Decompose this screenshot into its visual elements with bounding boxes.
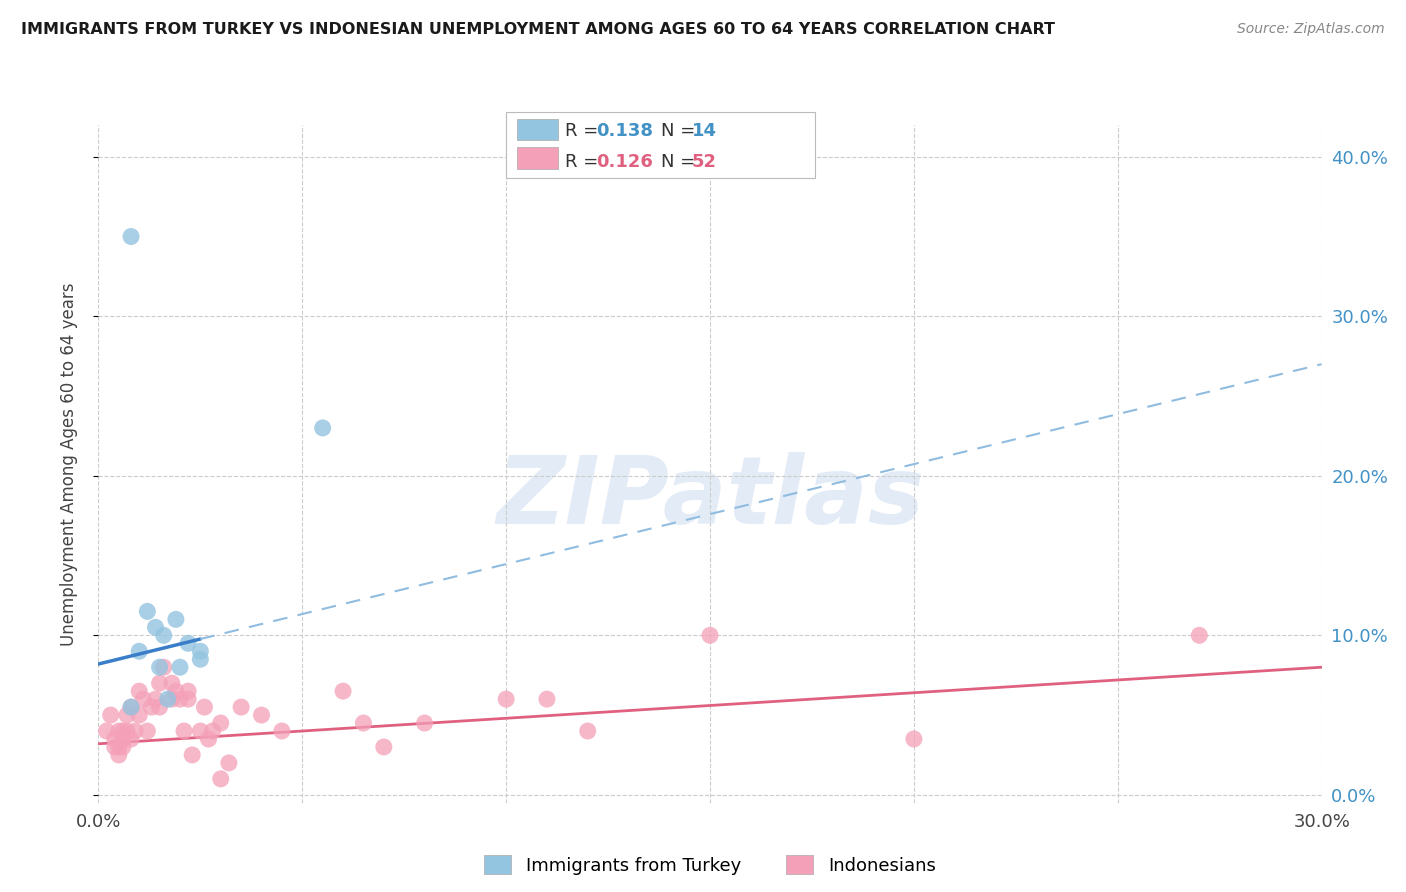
Point bbox=[165, 612, 187, 626]
Point bbox=[177, 684, 200, 698]
Point bbox=[413, 716, 436, 731]
Point bbox=[111, 724, 134, 739]
Point bbox=[177, 692, 200, 706]
Text: ZIPatlas: ZIPatlas bbox=[496, 451, 924, 544]
Y-axis label: Unemployment Among Ages 60 to 64 years: Unemployment Among Ages 60 to 64 years bbox=[59, 282, 77, 646]
Point bbox=[145, 620, 167, 634]
Point bbox=[115, 708, 138, 723]
Point bbox=[120, 731, 142, 746]
Point bbox=[156, 692, 179, 706]
Point bbox=[120, 700, 142, 714]
Point bbox=[169, 692, 191, 706]
Point bbox=[177, 636, 200, 650]
Point bbox=[111, 731, 134, 746]
Point bbox=[108, 747, 131, 762]
Point bbox=[352, 716, 374, 731]
Point bbox=[197, 731, 219, 746]
Point bbox=[576, 724, 599, 739]
Point bbox=[209, 772, 232, 786]
Point bbox=[120, 700, 142, 714]
Point bbox=[173, 724, 195, 739]
Legend: Immigrants from Turkey, Indonesians: Immigrants from Turkey, Indonesians bbox=[477, 848, 943, 882]
Point bbox=[115, 724, 138, 739]
Point bbox=[136, 604, 159, 618]
Text: N =: N = bbox=[661, 153, 700, 171]
Point bbox=[108, 739, 131, 754]
Point bbox=[160, 676, 183, 690]
Point bbox=[120, 229, 142, 244]
Point bbox=[149, 660, 172, 674]
Text: 14: 14 bbox=[692, 122, 717, 140]
Point bbox=[209, 716, 232, 731]
Point bbox=[165, 684, 187, 698]
Point bbox=[193, 700, 215, 714]
Point bbox=[145, 692, 167, 706]
Point bbox=[218, 756, 240, 770]
Point bbox=[104, 731, 127, 746]
Point bbox=[136, 724, 159, 739]
Point bbox=[903, 731, 925, 746]
Point bbox=[188, 644, 212, 658]
Point bbox=[188, 652, 212, 666]
Point bbox=[100, 708, 122, 723]
Text: N =: N = bbox=[661, 122, 700, 140]
Text: 52: 52 bbox=[692, 153, 717, 171]
Point bbox=[181, 747, 204, 762]
Point bbox=[132, 692, 155, 706]
Text: 0.126: 0.126 bbox=[596, 153, 652, 171]
Point bbox=[128, 708, 150, 723]
Point bbox=[188, 724, 212, 739]
Point bbox=[373, 739, 395, 754]
Point bbox=[332, 684, 354, 698]
Text: IMMIGRANTS FROM TURKEY VS INDONESIAN UNEMPLOYMENT AMONG AGES 60 TO 64 YEARS CORR: IMMIGRANTS FROM TURKEY VS INDONESIAN UNE… bbox=[21, 22, 1054, 37]
Point bbox=[201, 724, 224, 739]
Point bbox=[495, 692, 517, 706]
Point bbox=[699, 628, 721, 642]
Text: R =: R = bbox=[565, 122, 605, 140]
Point bbox=[152, 628, 174, 642]
Point bbox=[1188, 628, 1211, 642]
Text: R =: R = bbox=[565, 153, 605, 171]
Text: 0.138: 0.138 bbox=[596, 122, 654, 140]
Point bbox=[312, 421, 335, 435]
Point bbox=[270, 724, 294, 739]
Point bbox=[152, 660, 174, 674]
Point bbox=[108, 724, 131, 739]
Point bbox=[536, 692, 558, 706]
Point bbox=[160, 692, 183, 706]
Point bbox=[104, 739, 127, 754]
Text: Source: ZipAtlas.com: Source: ZipAtlas.com bbox=[1237, 22, 1385, 37]
Point bbox=[128, 644, 150, 658]
Point bbox=[111, 739, 134, 754]
Point bbox=[169, 660, 191, 674]
Point bbox=[141, 700, 163, 714]
Point bbox=[149, 676, 172, 690]
Point bbox=[149, 700, 172, 714]
Point bbox=[96, 724, 118, 739]
Point bbox=[128, 684, 150, 698]
Point bbox=[250, 708, 273, 723]
Point bbox=[124, 724, 146, 739]
Point bbox=[231, 700, 253, 714]
